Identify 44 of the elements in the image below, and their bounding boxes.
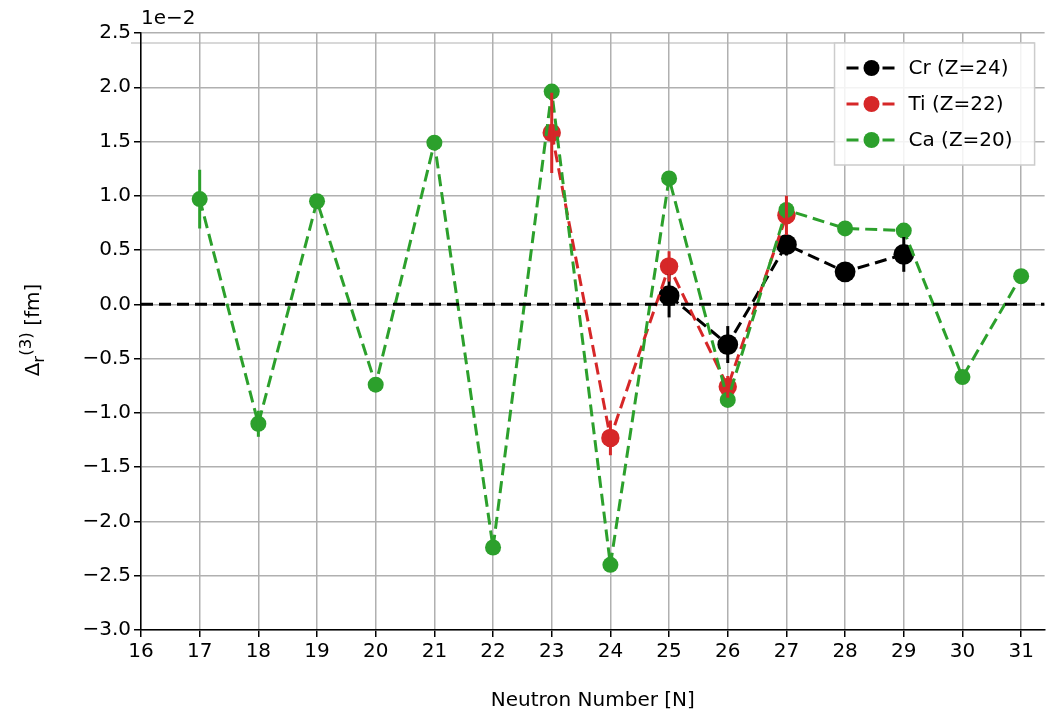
y-tick-label: 1.0 xyxy=(99,182,131,207)
x-tick-label: 26 xyxy=(715,638,741,663)
point xyxy=(1013,268,1030,285)
x-axis-title: Neutron Number [N] xyxy=(490,687,695,712)
x-tick-label: 19 xyxy=(304,638,330,663)
x-tick-label: 18 xyxy=(245,638,272,663)
point xyxy=(602,556,619,573)
x-tick-label: 21 xyxy=(421,638,448,663)
y-tick-label: 0.5 xyxy=(99,236,131,261)
y-tick-label: −1.5 xyxy=(82,453,131,478)
x-tick-label: 27 xyxy=(773,638,800,663)
x-tick-label: 24 xyxy=(597,638,624,663)
y-tick-label: 0.0 xyxy=(99,290,131,315)
legend-label: Cr (Z=24) xyxy=(908,55,1009,80)
legend-label: Ti (Z=22) xyxy=(907,91,1004,116)
x-tick-label: 31 xyxy=(1008,638,1034,663)
x-tick-label: 20 xyxy=(362,638,389,663)
x-tick-label: 28 xyxy=(832,638,858,663)
y-tick-label: −3.0 xyxy=(82,616,131,641)
point xyxy=(309,193,326,210)
y-tick-label: −2.0 xyxy=(82,507,131,532)
point xyxy=(661,170,678,187)
y-tick-label: 2.0 xyxy=(99,73,131,98)
x-tick-label: 16 xyxy=(128,638,154,663)
x-tick-label: 29 xyxy=(891,638,917,663)
x-tick-label: 25 xyxy=(656,638,682,663)
y-tick-label: −2.5 xyxy=(82,561,131,586)
text: 1e−2 xyxy=(141,5,196,30)
x-tick-label: 23 xyxy=(539,638,565,663)
y-tick-label: −0.5 xyxy=(82,344,131,369)
point xyxy=(485,539,502,556)
x-tick-label: 22 xyxy=(480,638,506,663)
point xyxy=(367,376,384,393)
x-tick-label: 17 xyxy=(186,638,213,663)
x-tick-label: 30 xyxy=(949,638,976,663)
legend-label: Ca (Z=20) xyxy=(908,127,1013,152)
y-tick-label: 1.5 xyxy=(99,127,131,152)
point xyxy=(426,134,443,151)
y-tick-label: −1.0 xyxy=(82,399,131,424)
point xyxy=(954,369,971,386)
point xyxy=(837,220,854,237)
y-tick-label: 2.5 xyxy=(99,19,131,44)
point xyxy=(895,222,912,239)
point xyxy=(834,261,856,283)
